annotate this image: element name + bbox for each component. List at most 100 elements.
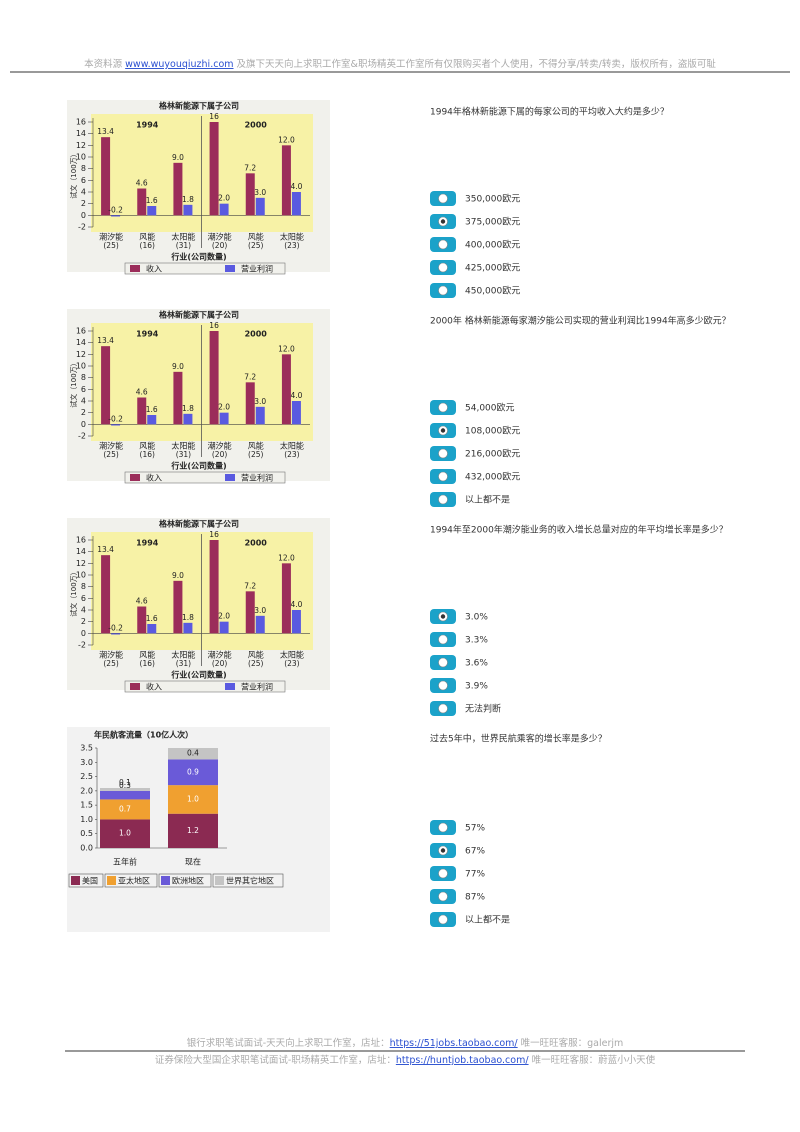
legend-box (124, 471, 286, 484)
bar (209, 331, 219, 425)
y-tick-label: 2 (81, 408, 86, 417)
plot-area (91, 114, 313, 232)
bar-segment (168, 748, 218, 760)
y-tick-label: 0 (81, 211, 86, 220)
chart-title: 格林新能源下属子公司 (159, 101, 239, 111)
bar-segment (100, 788, 150, 791)
value-label: 13.4 (97, 336, 114, 345)
value-label: 0.7 (119, 804, 131, 813)
x-tick-count: (25) (103, 450, 118, 459)
y-tick-label: 3.0 (80, 758, 93, 767)
chart-title: 年民航客流量（10亿人次） (94, 730, 193, 740)
y-tick-label: 12 (76, 141, 86, 150)
value-label: 12.0 (278, 344, 295, 353)
y-tick-label: 6 (81, 385, 86, 394)
x-tick-label: 潮汐能 (99, 650, 123, 660)
legend-label: 营业利润 (241, 473, 273, 483)
y-tick-label: 16 (76, 327, 86, 336)
bar (291, 401, 301, 425)
radio-circle (438, 494, 448, 505)
footer-link: https://huntjob.taobao.com/ (396, 1055, 530, 1066)
value-label: 16 (209, 321, 219, 330)
bar (173, 162, 183, 216)
radio-circle (438, 193, 448, 204)
legend-label: 收入 (146, 264, 162, 274)
bar (137, 397, 147, 425)
option-label: 无法判断 (465, 703, 501, 715)
y-tick-label: 0.5 (80, 829, 93, 838)
header-text: 本资料源 www.wuyouqiuzhi.com 及旗下天天向上求职工作室&职场… (84, 58, 716, 70)
legend-box (124, 680, 286, 693)
y-tick-label: 3.5 (80, 744, 93, 753)
legend-swatch (130, 265, 140, 272)
x-tick-label: 风能 (139, 232, 155, 242)
footer-prefix: 银行求职笔试面试-天天向上求职工作室，店址： (187, 1037, 390, 1049)
value-label: 9.0 (172, 571, 184, 580)
value-label: -0.2 (108, 623, 123, 632)
y-tick-label: 10 (76, 153, 86, 162)
value-label: 12.0 (278, 135, 295, 144)
bar-segment (100, 790, 150, 800)
legend-label: 欧洲地区 (172, 876, 204, 886)
value-label: 1.6 (146, 614, 158, 623)
header-suffix: 及旗下天天向上求职工作室&职场精英工作室所有仅限购买者个人使用，不得分享/转卖/… (234, 58, 717, 70)
x-tick-count: (20) (212, 241, 227, 250)
value-label: 7.2 (244, 372, 256, 381)
y-tick-label: 4 (81, 188, 86, 197)
x-tick-count: (23) (284, 659, 299, 668)
x-tick-count: (25) (248, 659, 263, 668)
y-tick-label: -2 (78, 432, 86, 441)
legend-label: 亚太地区 (118, 876, 150, 886)
value-label: 4.6 (136, 179, 148, 188)
radio-dot (440, 614, 446, 619)
option-label: 3.0% (465, 613, 488, 623)
x-tick-count: (23) (284, 241, 299, 250)
option-label: 216,000欧元 (465, 448, 520, 460)
header-prefix: 本资料源 (84, 58, 125, 70)
value-label: 7.2 (244, 581, 256, 590)
value-label: 16 (209, 530, 219, 539)
footer-link: https://51jobs.taobao.com/ (390, 1038, 519, 1049)
value-label: 4.0 (290, 391, 302, 400)
bar (173, 580, 183, 634)
bar (111, 633, 121, 635)
legend-swatch (107, 876, 116, 885)
y-tick-label: 10 (76, 362, 86, 371)
x-tick-count: (20) (212, 659, 227, 668)
radio-circle (438, 703, 448, 714)
radio-circle (438, 285, 448, 296)
value-label: 3.0 (254, 606, 266, 615)
bar-segment (100, 799, 150, 820)
option-label: 67% (465, 847, 485, 857)
x-tick-label: 潮汐能 (208, 441, 232, 451)
question-text: 1994年至2000年潮汐能业务的收入增长总量对应的年平均增长率是多少？ (430, 524, 728, 536)
value-label: 1.0 (119, 829, 131, 838)
value-label: 0.9 (187, 767, 199, 776)
value-label: 16 (209, 112, 219, 121)
y-axis-label: 试文（100万） (69, 568, 78, 616)
x-axis-label: 行业(公司数量) (170, 461, 226, 471)
bar (147, 415, 157, 425)
x-tick-count: (16) (140, 241, 155, 250)
value-label: 0.1 (119, 778, 131, 787)
y-tick-label: 2.5 (80, 772, 93, 781)
value-label: -0.2 (108, 414, 123, 423)
y-tick-label: 10 (76, 571, 86, 580)
radio-dot (440, 428, 446, 433)
value-label: 4.0 (290, 182, 302, 191)
bar (147, 206, 157, 216)
option-label: 以上都不是 (465, 915, 510, 926)
x-tick-label: 潮汐能 (99, 232, 123, 242)
y-tick-label: 0 (81, 629, 86, 638)
bar (209, 122, 219, 216)
x-tick-label: 太阳能 (171, 232, 195, 242)
y-tick-label: 8 (81, 582, 86, 591)
value-label: 1.2 (187, 826, 199, 835)
y-tick-label: 1.5 (80, 801, 93, 810)
value-label: 1.6 (146, 405, 158, 414)
bar-segment (168, 759, 218, 786)
value-label: 13.4 (97, 127, 114, 136)
legend-label: 世界其它地区 (226, 876, 274, 886)
x-tick-label: 太阳能 (280, 441, 304, 451)
